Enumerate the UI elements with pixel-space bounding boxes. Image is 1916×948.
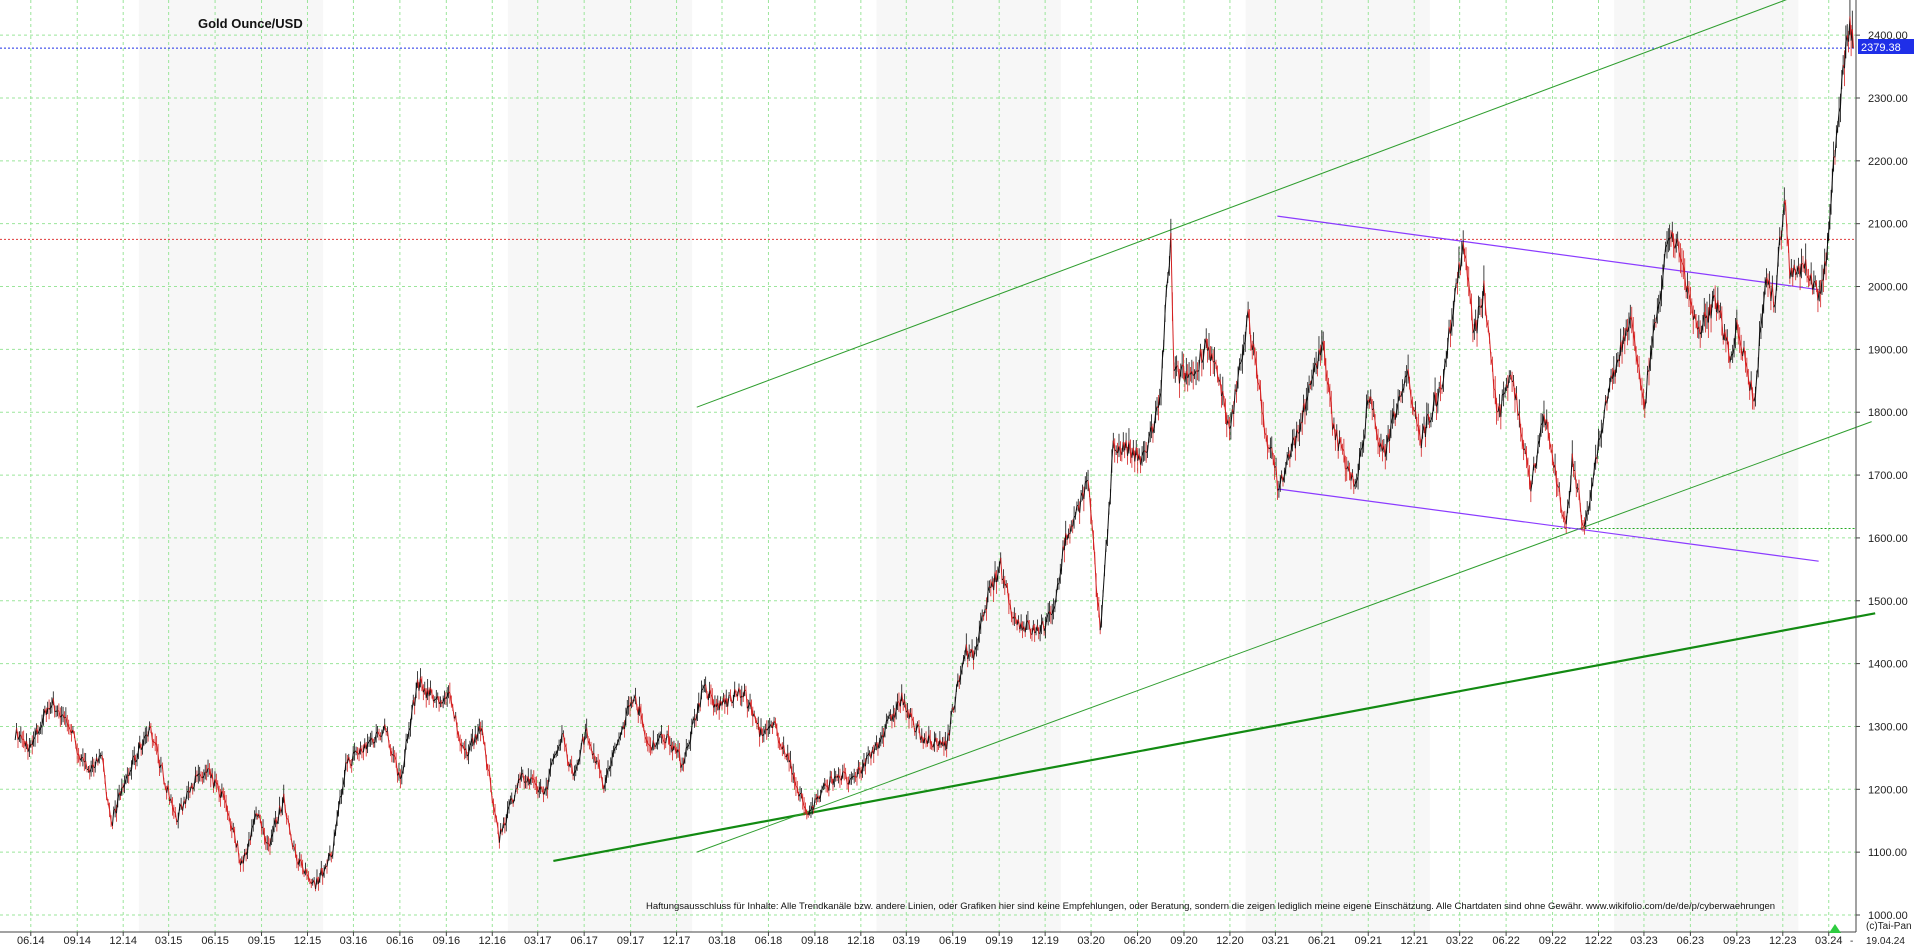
- x-tick-label: 12.15: [294, 935, 322, 947]
- x-tick-label: 09.23: [1723, 935, 1751, 947]
- year-shade-2019: [876, 0, 1061, 932]
- x-tick-label: 09.16: [433, 935, 461, 947]
- x-tick-label: 09.15: [248, 935, 276, 947]
- y-tick-label: 1500.00: [1868, 596, 1908, 608]
- last-value-badge: [1858, 39, 1914, 54]
- x-tick-label: 12.16: [479, 935, 507, 947]
- y-tick-label: 2300.00: [1868, 93, 1908, 105]
- alternating-period-shading: [138, 0, 1799, 932]
- trend-lines: [0, 0, 1876, 863]
- axis-dash: -: [1850, 936, 1853, 947]
- year-shade-2023: [1614, 0, 1799, 932]
- x-tick-label: 03.18: [708, 935, 736, 947]
- x-tick-label: 12.22: [1585, 935, 1613, 947]
- y-tick-label: 2000.00: [1868, 282, 1908, 294]
- x-tick-label: 12.23: [1769, 935, 1797, 947]
- x-tick-label: 03.20: [1077, 935, 1105, 947]
- x-tick-label: 03.23: [1630, 935, 1658, 947]
- price-segment: [1101, 593, 1104, 617]
- x-tick-label: 03.15: [155, 935, 183, 947]
- x-tick-label: 12.20: [1216, 935, 1244, 947]
- trend-line: [696, 0, 1787, 408]
- x-tick-label: 12.14: [109, 935, 137, 947]
- x-tick-label: 03.16: [340, 935, 368, 947]
- axes: [0, 0, 1860, 936]
- x-tick-label: 09.14: [63, 935, 91, 947]
- x-tick-label: 06.23: [1677, 935, 1705, 947]
- x-tick-label: 09.21: [1355, 935, 1383, 947]
- price-series: [14, 0, 1854, 892]
- x-tick-label: 09.20: [1170, 935, 1198, 947]
- y-tick-label: 2200.00: [1868, 156, 1908, 168]
- y-tick-label: 1100.00: [1868, 847, 1907, 859]
- x-tick-label: 12.18: [847, 935, 875, 947]
- y-tick-label: 1800.00: [1868, 407, 1908, 419]
- x-tick-label: 03.19: [893, 935, 921, 947]
- x-tick-label: 03.21: [1262, 935, 1290, 947]
- x-tick-label: 03.22: [1446, 935, 1474, 947]
- price-segment: [1645, 370, 1649, 398]
- y-tick-label: 1600.00: [1868, 533, 1908, 545]
- y-tick-label: 1400.00: [1868, 659, 1908, 671]
- year-shade-2021: [1245, 0, 1430, 932]
- y-tick-label: 1700.00: [1868, 470, 1908, 482]
- year-shade-2015: [138, 0, 324, 932]
- last-value-label: 2379.38: [1861, 42, 1901, 54]
- trend-line: [1277, 488, 1819, 562]
- price-segment: [1851, 29, 1854, 49]
- year-shade-2017: [507, 0, 693, 932]
- x-tick-label: 03.24: [1815, 935, 1843, 947]
- x-tick-label: 06.17: [570, 935, 598, 947]
- x-tick-label: 12.19: [1031, 935, 1059, 947]
- x-tick-label: 12.17: [663, 935, 691, 947]
- x-tick-label: 06.14: [17, 935, 45, 947]
- price-segment: [1787, 246, 1791, 279]
- x-tick-label: 06.18: [755, 935, 783, 947]
- last-date-label: 19.04.24: [1866, 936, 1905, 947]
- price-segment: [1171, 306, 1175, 371]
- y-tick-label: 2100.00: [1868, 219, 1908, 231]
- x-tick-label: 06.22: [1492, 935, 1520, 947]
- x-tick-label: 06.16: [386, 935, 414, 947]
- x-tick-label: 06.21: [1308, 935, 1336, 947]
- x-tick-label: 09.18: [801, 935, 829, 947]
- disclaimer: Haftungsausschluss für Inhalte: Alle Tre…: [646, 901, 1775, 912]
- x-tick-label: 09.17: [617, 935, 645, 947]
- x-tick-label: 06.19: [939, 935, 967, 947]
- y-tick-label: 1900.00: [1868, 344, 1908, 356]
- x-tick-label: 06.20: [1124, 935, 1152, 947]
- x-tick-label: 12.21: [1400, 935, 1428, 947]
- trend-line: [1277, 215, 1819, 291]
- copyright-label: (c)Tai-Pan: [1866, 921, 1912, 932]
- chart-title: Gold Ounce/USD: [198, 16, 303, 31]
- y-tick-label: 1000.00: [1868, 910, 1908, 922]
- y-tick-label: 1200.00: [1868, 784, 1908, 796]
- x-tick-label: 09.22: [1539, 935, 1567, 947]
- x-tick-label: 06.15: [201, 935, 229, 947]
- y-tick-labels: 1000.00 1100.00 1200.00 1300.00 1400.00 1500.…: [1868, 30, 1908, 922]
- x-tick-labels: 06.14 09.14 12.14 03.15 06.15 09.15 12.15 03.16…: [17, 935, 1842, 947]
- marker-triangle-icon: [1829, 924, 1841, 933]
- trend-line: [553, 612, 1876, 863]
- y-tick-label: 1300.00: [1868, 721, 1908, 733]
- trend-line: [696, 421, 1872, 853]
- x-tick-label: 03.17: [524, 935, 552, 947]
- x-tick-label: 09.19: [985, 935, 1013, 947]
